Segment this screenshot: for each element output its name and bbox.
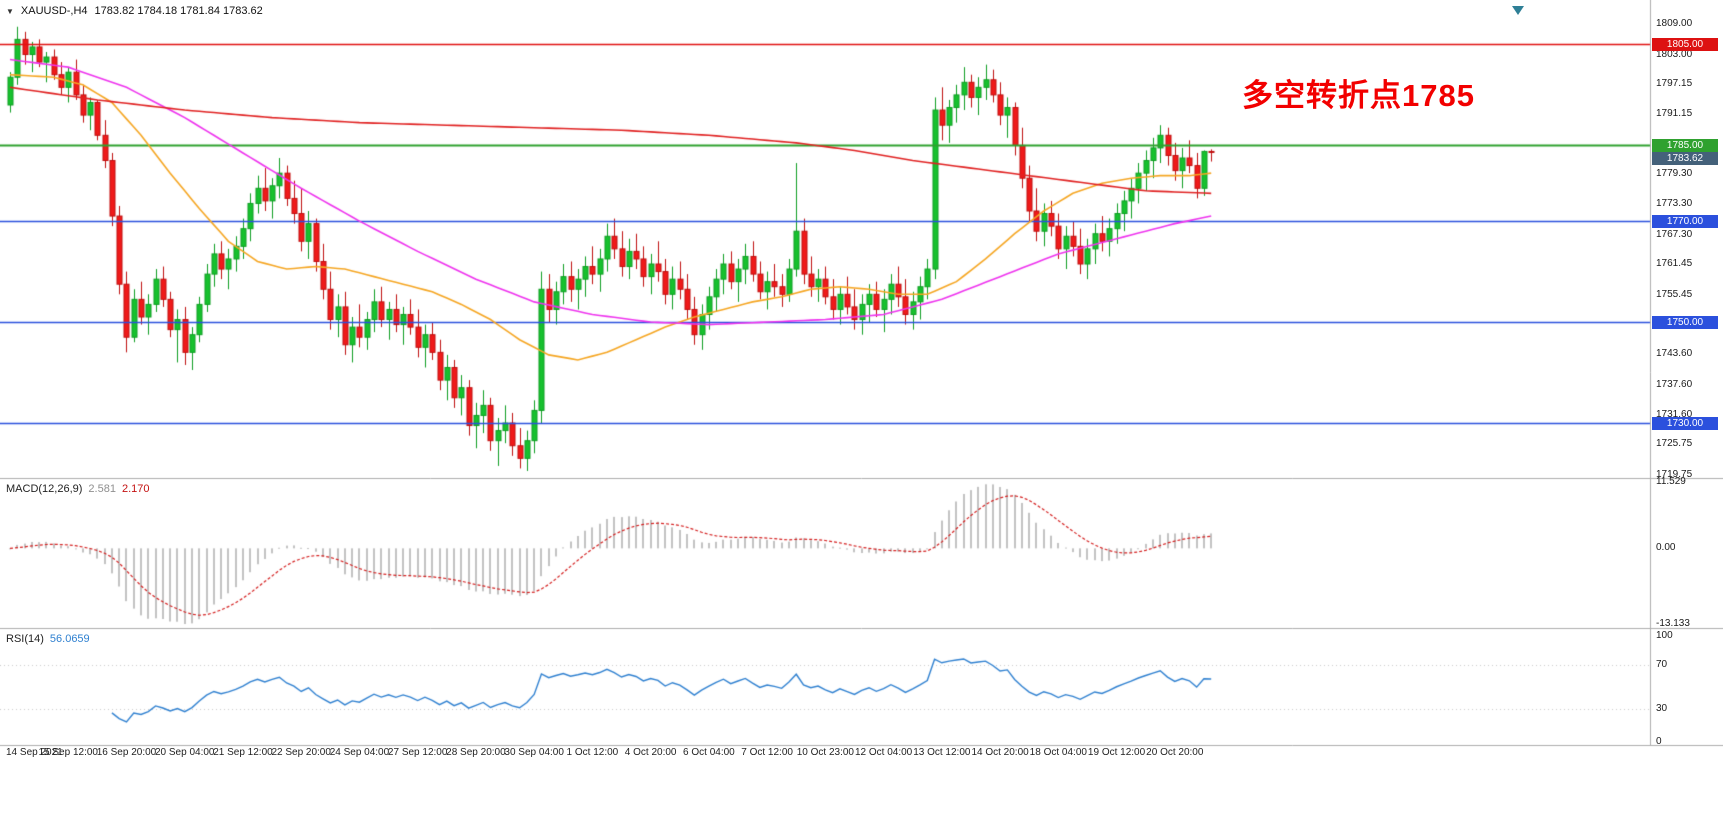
rsi-value: 56.0659 <box>49 633 90 645</box>
annotation-text: 多空转折点1785 <box>1242 78 1475 113</box>
macd-indicator-label: MACD(12,26,9) 2.581 2.170 <box>6 483 149 495</box>
rsi-name: RSI(14) <box>6 633 44 645</box>
chart-shift-marker-icon[interactable] <box>1512 6 1524 15</box>
macd-name: MACD(12,26,9) <box>6 483 83 495</box>
symbol-period-label: XAUUSD-,H4 <box>20 5 88 17</box>
rsi-indicator-label: RSI(14) 56.0659 <box>6 633 90 645</box>
macd-signal-value: 2.170 <box>121 483 150 495</box>
ohlc-readout: 1783.82 1784.18 1781.84 1783.62 <box>94 5 263 17</box>
macd-main-value: 2.581 <box>88 483 116 495</box>
chart-ohlc-title: ▼ XAUUSD-,H4 1783.82 1784.18 1781.84 178… <box>6 5 263 17</box>
symbol-dropdown-icon[interactable]: ▼ <box>6 6 14 16</box>
